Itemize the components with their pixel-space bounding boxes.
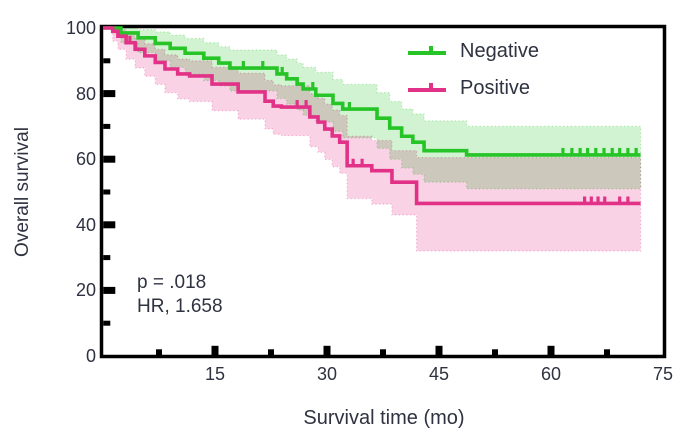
x-minor-tick — [156, 349, 162, 356]
y-axis-title: Overall survival — [12, 127, 33, 257]
survival-curve-positive — [103, 26, 641, 206]
p-value-text: p = .018 — [137, 272, 207, 293]
y-major-tick — [103, 286, 116, 294]
y-minor-tick — [103, 189, 111, 195]
x-tick-label-60: 60 — [540, 364, 562, 384]
y-tick-label-0: 0 — [85, 346, 96, 366]
x-minor-tick — [380, 349, 386, 356]
y-major-tick — [103, 90, 116, 98]
censor-tick-icon — [429, 82, 433, 92]
x-tick-label-30: 30 — [316, 364, 338, 384]
x-minor-tick — [268, 349, 274, 356]
legend-item-positive: Positive — [408, 70, 539, 107]
plot-frame — [99, 24, 667, 359]
y-minor-tick — [103, 320, 111, 326]
y-major-tick — [103, 221, 116, 229]
x-major-tick — [435, 345, 443, 356]
x-minor-tick — [604, 349, 610, 356]
survival-curve-negative — [103, 26, 641, 157]
x-major-tick — [323, 345, 331, 356]
x-major-tick — [547, 345, 555, 356]
x-axis-title: Survival time (mo) — [303, 407, 465, 429]
positive-line-swatch — [408, 82, 446, 96]
legend-item-negative: Negative — [408, 33, 539, 70]
legend: Negative Positive — [408, 33, 539, 107]
y-minor-tick — [103, 255, 111, 261]
y-minor-tick — [103, 58, 111, 64]
x-tick-label-15: 15 — [204, 364, 226, 384]
stats-annotation: p = .018 HR, 1.658 — [137, 271, 223, 319]
y-tick-label-40: 40 — [75, 214, 96, 235]
x-tick-label-45: 45 — [428, 364, 450, 384]
positive-line-sample — [408, 87, 446, 92]
censor-tick-icon — [429, 45, 433, 55]
hazard-ratio-text: HR, 1.658 — [137, 296, 223, 317]
legend-label-negative: Negative — [460, 40, 539, 62]
y-tick-label-20: 20 — [75, 280, 96, 301]
y-minor-tick — [103, 123, 111, 129]
legend-label-positive: Positive — [460, 77, 531, 99]
x-minor-tick — [492, 349, 498, 356]
y-major-tick — [103, 155, 116, 163]
x-major-tick — [211, 345, 219, 356]
x-tick-label-75: 75 — [652, 364, 674, 384]
negative-line-sample — [408, 50, 446, 55]
y-tick-label-100: 100 — [65, 18, 96, 38]
negative-line-swatch — [408, 45, 446, 59]
y-tick-label-80: 80 — [75, 83, 96, 104]
y-tick-label-60: 60 — [75, 149, 96, 170]
